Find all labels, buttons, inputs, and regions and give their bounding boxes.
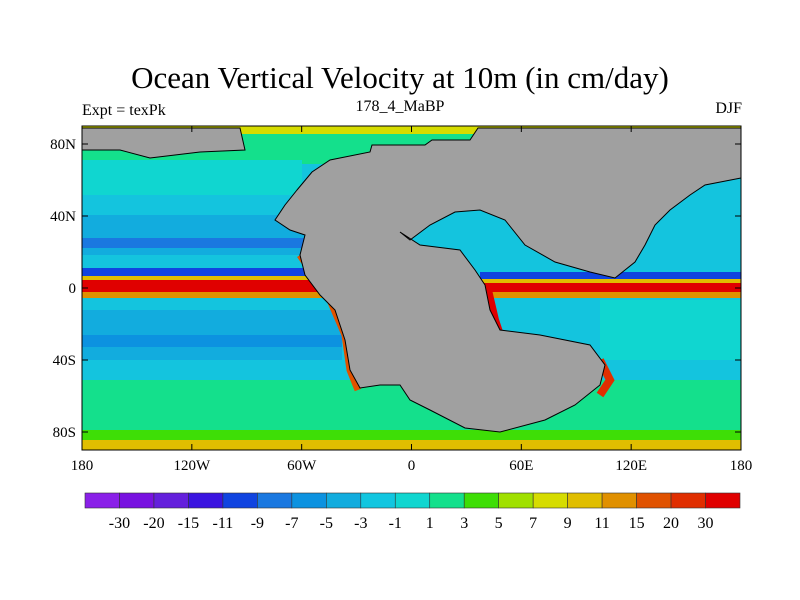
y-tick-label: 0 <box>69 281 77 297</box>
colorbar-swatch <box>326 492 362 509</box>
x-tick-label: 0 <box>408 458 416 474</box>
colorbar-label: -20 <box>143 515 164 532</box>
land-mass <box>274 127 741 433</box>
colorbar-swatch <box>532 492 568 509</box>
colorbar: -30 -20 -15 -11 -9 -7 -5 -3 -1 1 3 5 7 9 11 15 20 30 <box>84 492 741 532</box>
colorbar-label: 7 <box>529 515 537 532</box>
colorbar-swatch <box>601 492 637 509</box>
colorbar-swatch <box>429 492 465 509</box>
colorbar-label: -1 <box>389 515 402 532</box>
x-tick-label: 60E <box>509 458 533 474</box>
colorbar-label: -11 <box>213 515 234 532</box>
colorbar-swatch <box>567 492 603 509</box>
colorbar-label: -30 <box>109 515 130 532</box>
x-tick-label: 180 <box>71 458 94 474</box>
x-tick-label: 60W <box>287 458 317 474</box>
colorbar-swatch <box>670 492 706 509</box>
colorbar-swatch <box>498 492 534 509</box>
y-tick-label: 80N <box>50 137 76 153</box>
colorbar-label: -5 <box>320 515 333 532</box>
colorbar-swatch <box>188 492 224 509</box>
colorbar-swatch <box>119 492 155 509</box>
colorbar-swatch <box>636 492 672 509</box>
colorbar-swatch <box>84 492 120 509</box>
x-tick-label: 120W <box>173 458 211 474</box>
axis-ticks: 180 120W 60W 0 60E 120E 180 80N 40N 0 40S 80S <box>50 126 752 474</box>
colorbar-swatch <box>394 492 431 509</box>
x-tick-label: 120E <box>615 458 647 474</box>
y-tick-label: 80S <box>53 425 76 441</box>
colorbar-swatch <box>222 492 258 509</box>
time-label: 178_4_MaBP <box>355 98 445 115</box>
plot-title: Ocean Vertical Velocity at 10m (in cm/da… <box>131 60 669 95</box>
colorbar-swatch <box>705 492 741 509</box>
season-label: DJF <box>715 100 742 117</box>
x-tick-label: 180 <box>730 458 753 474</box>
colorbar-label: 30 <box>698 515 714 532</box>
colorbar-swatch <box>153 492 189 509</box>
colorbar-swatch <box>291 492 327 509</box>
colorbar-swatch <box>360 492 396 509</box>
colorbar-label: -15 <box>178 515 199 532</box>
colorbar-label: 20 <box>663 515 679 532</box>
colorbar-label: 9 <box>564 515 572 532</box>
y-tick-label: 40S <box>53 353 76 369</box>
colorbar-label: 5 <box>495 515 503 532</box>
colorbar-label: -9 <box>251 515 264 532</box>
colorbar-swatch <box>463 492 499 509</box>
colorbar-swatch <box>257 492 293 509</box>
colorbar-label: 3 <box>460 515 468 532</box>
y-tick-label: 40N <box>50 209 76 225</box>
ocean-field <box>82 126 741 450</box>
colorbar-label: 1 <box>426 515 434 532</box>
colorbar-label: 15 <box>629 515 645 532</box>
colorbar-label: -3 <box>354 515 367 532</box>
colorbar-label: -7 <box>285 515 298 532</box>
experiment-label: Expt = texPk <box>82 102 166 119</box>
colorbar-label: 11 <box>594 515 609 532</box>
